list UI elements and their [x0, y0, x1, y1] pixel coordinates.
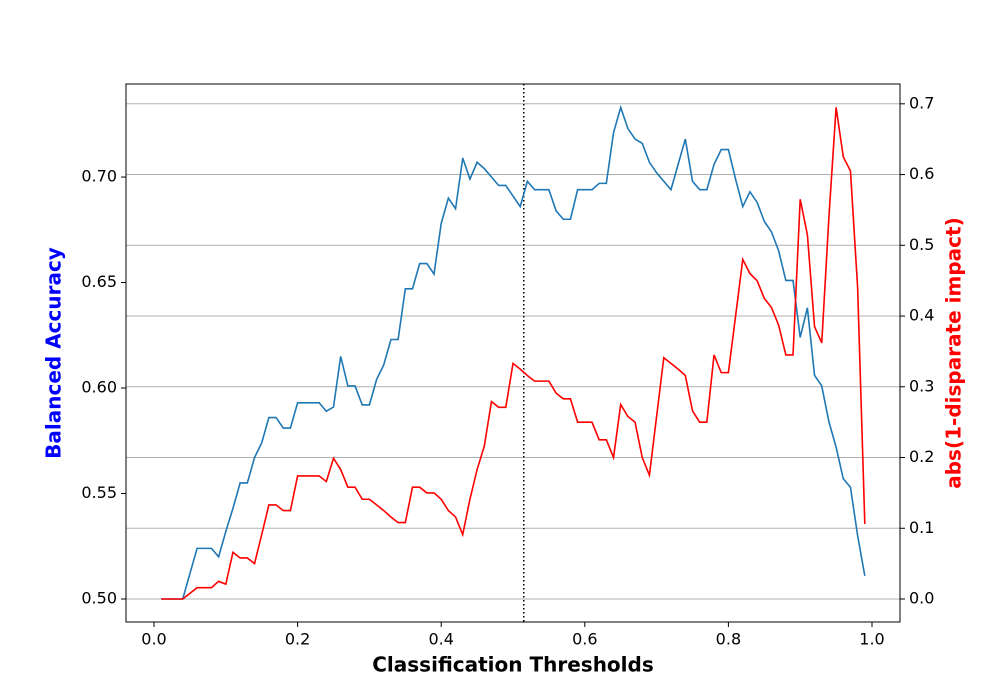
y-tick-label: 0.50 [81, 589, 117, 608]
y2-axis-label: abs(1-disparate impact) [942, 217, 966, 488]
y2-tick-label: 0.2 [909, 447, 934, 466]
x-tick-label: 0.8 [716, 630, 741, 649]
x-axis-label: Classification Thresholds [372, 653, 654, 677]
x-tick-label: 1.0 [859, 630, 884, 649]
y2-tick-label: 0.3 [909, 376, 934, 395]
x-tick-label: 0.4 [428, 630, 453, 649]
plot-frame [125, 83, 901, 623]
y-tick-label: 0.60 [81, 378, 117, 397]
y2-tick-label: 0.0 [909, 589, 934, 608]
y-axis-label: Balanced Accuracy [42, 247, 66, 459]
x-tick-label: 0.2 [285, 630, 310, 649]
y2-tick-label: 0.7 [909, 93, 934, 112]
x-tick-label: 0.0 [141, 630, 166, 649]
y2-tick-label: 0.1 [909, 518, 934, 537]
x-tick-label: 0.6 [572, 630, 597, 649]
y-tick-label: 0.55 [81, 483, 117, 502]
series-line [161, 104, 866, 600]
series-line [161, 107, 866, 600]
y-tick-label: 0.65 [81, 272, 117, 291]
y-tick-label: 0.70 [81, 167, 117, 186]
y2-tick-label: 0.5 [909, 235, 934, 254]
y2-tick-label: 0.6 [909, 164, 934, 183]
y2-tick-label: 0.4 [909, 306, 934, 325]
